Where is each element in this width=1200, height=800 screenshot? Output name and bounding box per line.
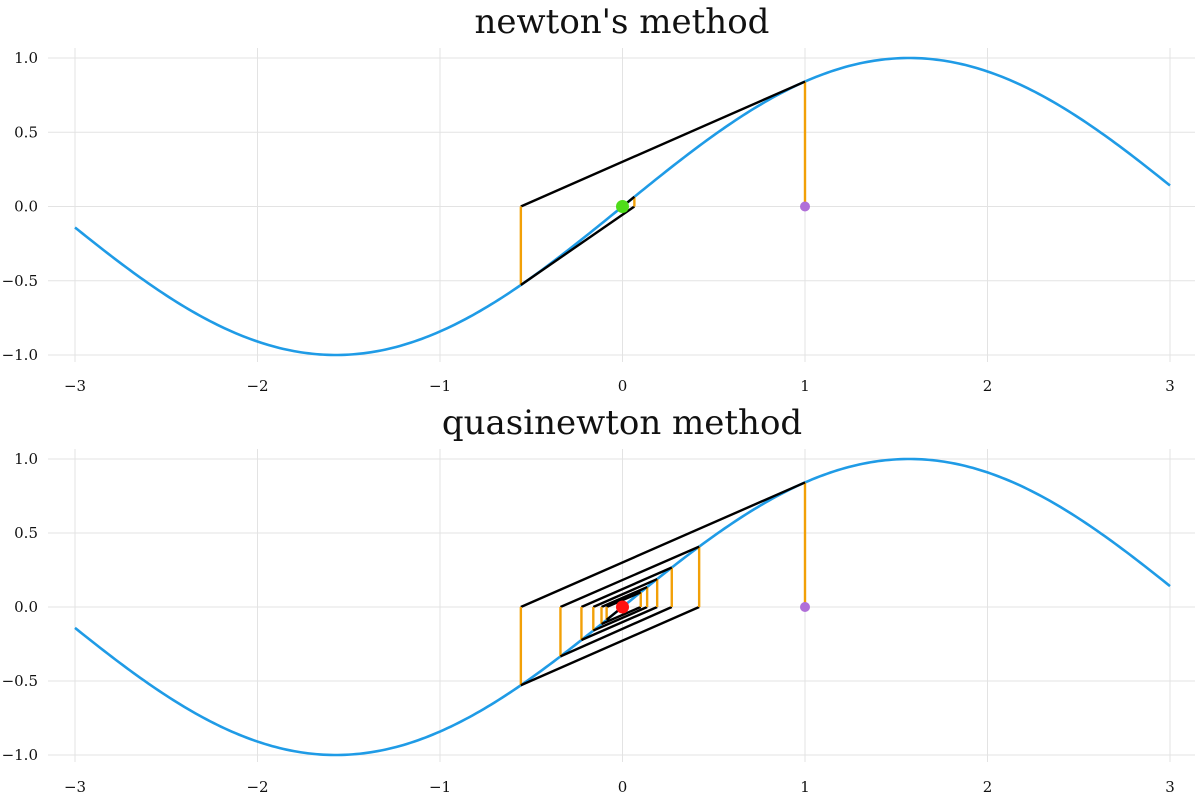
x-tick-label: 2: [983, 778, 993, 796]
tangent-line: [559, 545, 700, 609]
tangent-line: [580, 605, 658, 642]
y-tick-label: −1.0: [2, 746, 38, 764]
y-tick-label: 1.0: [14, 49, 38, 67]
chart-title: quasinewton method: [442, 403, 802, 443]
y-tick-label: 0.0: [14, 198, 38, 216]
tangent-line: [520, 605, 700, 687]
tangent-line: [606, 591, 642, 609]
y-tick-label: 1.0: [14, 450, 38, 468]
x-tick-label: 1: [800, 778, 810, 796]
quasinewton-panel: quasinewton method −3 −2 −1 0 1 2 3 −1.0 −0.5 0.0…: [2, 403, 1195, 796]
x-tick-label: −1: [429, 778, 451, 796]
x-tick-label: 0: [618, 778, 628, 796]
root-point: [616, 600, 629, 614]
x-tick-label: 3: [1165, 377, 1175, 395]
x-tick-label: −1: [429, 377, 451, 395]
chart-title: newton's method: [475, 2, 770, 42]
tangent-line: [520, 80, 806, 208]
x-tick-label: 2: [983, 377, 993, 395]
x-tick-label: 3: [1165, 778, 1175, 796]
tangent-line: [592, 605, 648, 632]
tangent-line: [520, 205, 636, 286]
x-tick-label: 0: [618, 377, 628, 395]
y-tick-label: 0.5: [14, 123, 38, 141]
y-tick-label: −0.5: [2, 272, 38, 290]
y-tick-label: 0.5: [14, 524, 38, 542]
root-point: [616, 200, 629, 213]
start-point: [800, 602, 810, 612]
tangent-line: [601, 605, 642, 626]
tangent-line: [580, 566, 673, 609]
x-tick-label: 1: [800, 377, 810, 395]
tangent-line: [592, 577, 658, 609]
x-tick-label: −2: [246, 377, 268, 395]
x-tick-label: −3: [64, 778, 86, 796]
x-tick-label: −2: [246, 778, 268, 796]
y-tick-label: −0.5: [2, 672, 38, 690]
tangent-line: [559, 605, 673, 658]
newton-panel: newton's method −3 −2 −1 0 1 2 3 −1.0 −0.5 0.0 0.5…: [2, 2, 1195, 395]
x-tick-label: −3: [64, 377, 86, 395]
tangent-line: [520, 481, 806, 609]
start-point: [800, 201, 810, 212]
y-tick-label: −1.0: [2, 346, 38, 364]
tangent-line: [601, 585, 648, 609]
y-tick-label: 0.0: [14, 598, 38, 616]
